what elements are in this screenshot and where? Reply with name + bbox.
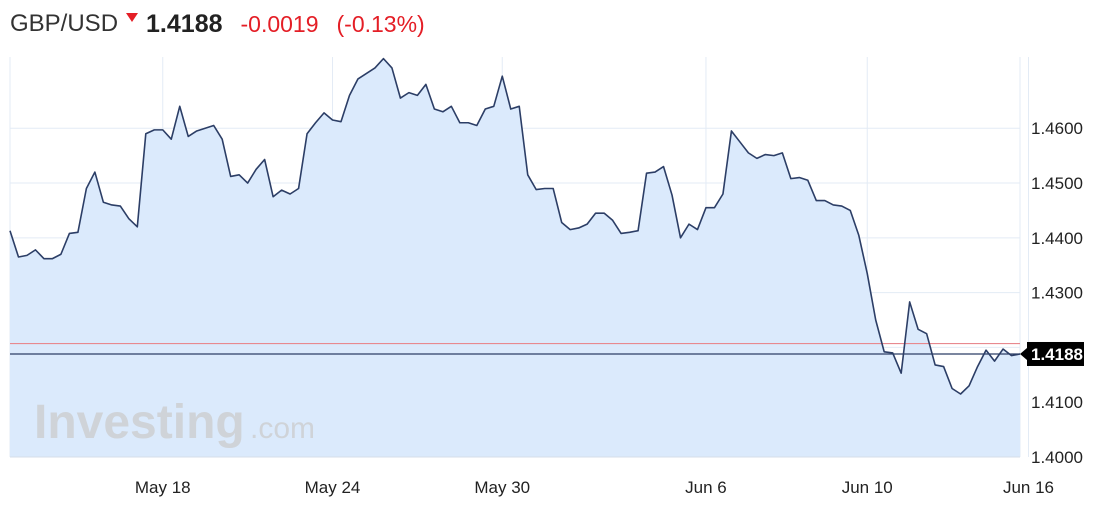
y-tick-label: 1.4100	[1031, 393, 1083, 412]
x-tick-label: May 18	[135, 478, 191, 497]
last-price: 1.4188	[146, 9, 223, 38]
price-area-fill	[10, 58, 1020, 457]
x-tick-label: Jun 6	[685, 478, 727, 497]
watermark-brand: Investing	[34, 396, 245, 449]
price-change-percent: (-0.13%)	[336, 10, 425, 37]
x-axis: May 18 May 24 May 30 Jun 6 Jun 10 Jun 16	[135, 478, 1054, 497]
last-price-tag-pointer	[1020, 347, 1027, 360]
x-tick-label: Jun 16	[1003, 478, 1054, 497]
y-tick-label: 1.4500	[1031, 174, 1083, 193]
price-change: -0.0019	[240, 10, 319, 37]
x-tick-label: May 24	[305, 478, 361, 497]
y-tick-label: 1.4600	[1031, 119, 1083, 138]
last-price-tag: 1.4188	[1020, 341, 1084, 366]
down-triangle-icon	[126, 12, 139, 22]
y-tick-label: 1.4000	[1031, 448, 1083, 467]
y-axis: 1.40001.41001.42001.43001.44001.45001.46…	[1031, 119, 1083, 467]
quote-header: GBP/USD 1.4188 -0.0019 (-0.13%)	[10, 4, 425, 44]
x-tick-label: Jun 10	[842, 478, 893, 497]
last-price-tag-label: 1.4188	[1031, 345, 1083, 364]
watermark-logo: Investing .com	[34, 396, 315, 449]
y-tick-label: 1.4300	[1031, 284, 1083, 303]
x-tick-label: May 30	[474, 478, 530, 497]
watermark-suffix: .com	[250, 412, 315, 445]
last-price-tag-background	[1027, 341, 1084, 366]
symbol-label: GBP/USD	[10, 10, 119, 37]
price-line	[9, 57, 1021, 395]
y-tick-label: 1.4400	[1031, 229, 1083, 248]
